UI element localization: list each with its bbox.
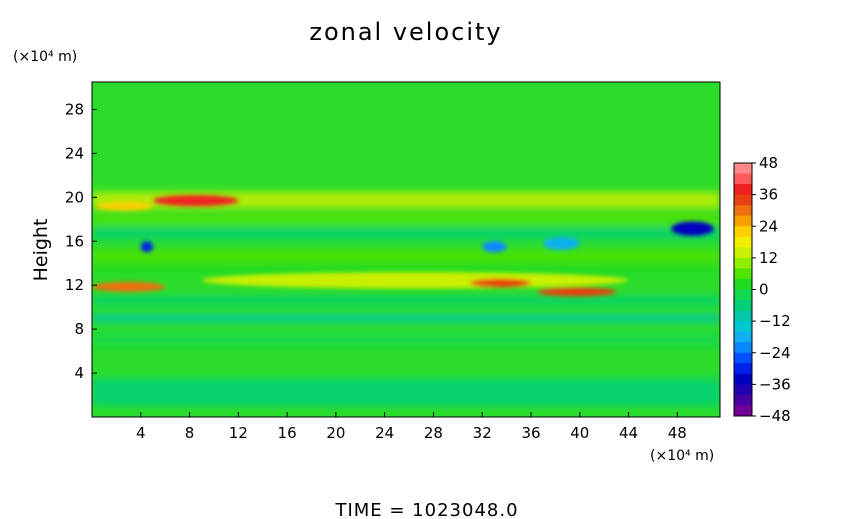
heatmap-band bbox=[92, 313, 720, 323]
colorbar-swatch bbox=[734, 247, 752, 259]
heatmap-band bbox=[92, 296, 720, 305]
colorbar-swatch bbox=[734, 331, 752, 343]
colorbar-swatch bbox=[734, 215, 752, 227]
x-tick-label: 20 bbox=[326, 424, 345, 442]
colorbar-swatch bbox=[734, 321, 752, 333]
x-tick-label: 28 bbox=[424, 424, 443, 442]
plot-frame bbox=[91, 81, 721, 418]
y-tick-label: 24 bbox=[65, 144, 84, 162]
heatmap-band bbox=[92, 263, 720, 275]
x-tick-label: 4 bbox=[136, 424, 146, 442]
heatmap-band bbox=[92, 191, 720, 209]
heatmap-band bbox=[92, 378, 720, 407]
colorbar-swatch bbox=[734, 268, 752, 280]
colorbar-swatch bbox=[734, 352, 752, 364]
colorbar-tick-label: 36 bbox=[759, 186, 778, 204]
colorbar-tick-label: −36 bbox=[759, 375, 791, 393]
y-axis: 4 8 12 16 20 24 28 bbox=[65, 100, 97, 382]
heatmap-cell bbox=[95, 201, 153, 211]
x-tick-label: 32 bbox=[473, 424, 492, 442]
x-axis: 4 8 12 16 20 24 28 32 36 40 44 48 bbox=[136, 412, 687, 442]
y-tick-label: 12 bbox=[65, 276, 84, 294]
x-tick-label: 48 bbox=[668, 424, 687, 442]
colorbar-swatch bbox=[734, 194, 752, 206]
heatmap-band bbox=[92, 250, 720, 264]
x-unit-label: (×10⁴ m) bbox=[650, 448, 714, 464]
colorbar-swatch bbox=[734, 173, 752, 185]
heatmap-background bbox=[92, 82, 720, 417]
y-tick-label: 4 bbox=[74, 364, 84, 382]
heatmap-band bbox=[92, 213, 720, 225]
x-tick-label: 8 bbox=[185, 424, 195, 442]
heatmap-band bbox=[92, 228, 720, 240]
x-tick-label: 16 bbox=[278, 424, 297, 442]
x-tick-label: 12 bbox=[229, 424, 248, 442]
colorbar-swatch bbox=[734, 363, 752, 375]
time-label: TIME = 1023048.0 bbox=[334, 500, 518, 519]
colorbar-swatch bbox=[734, 394, 752, 406]
colorbar-swatch bbox=[734, 278, 752, 290]
colorbar-swatch bbox=[734, 342, 752, 354]
chart-title: zonal velocity bbox=[309, 18, 502, 46]
y-axis-label: Height bbox=[30, 219, 52, 282]
colorbar-swatch bbox=[734, 236, 752, 248]
colorbar-swatch bbox=[734, 184, 752, 196]
x-tick-label: 44 bbox=[619, 424, 638, 442]
heatmap-cell bbox=[470, 278, 531, 288]
colorbar-swatch bbox=[734, 205, 752, 217]
y-unit-label: (×10⁴ m) bbox=[13, 49, 77, 65]
y-tick-label: 8 bbox=[74, 320, 84, 338]
heatmap-plot-area bbox=[92, 82, 720, 417]
heatmap-cell bbox=[537, 287, 617, 297]
colorbar-tick-label: −24 bbox=[759, 344, 791, 362]
colorbar-swatch bbox=[734, 405, 752, 417]
x-tick-label: 36 bbox=[521, 424, 540, 442]
colorbar-swatch bbox=[734, 163, 752, 175]
colorbar-tick-label: 24 bbox=[759, 217, 778, 235]
colorbar-tick-label: −48 bbox=[759, 407, 791, 425]
y-tick-label: 16 bbox=[65, 232, 84, 250]
y-tick-label: 28 bbox=[65, 100, 84, 118]
heatmap-cell bbox=[152, 195, 239, 207]
colorbar-tick-label: 48 bbox=[759, 154, 778, 172]
heatmap-cell bbox=[92, 281, 166, 292]
colorbar-swatch bbox=[734, 373, 752, 385]
heatmap-cell bbox=[543, 236, 580, 251]
colorbar-swatch bbox=[734, 289, 752, 301]
colorbar-swatch bbox=[734, 384, 752, 396]
colorbar: 48 36 24 12 0 −12 −24 −36 −48 bbox=[733, 154, 791, 425]
colorbar-swatch bbox=[734, 300, 752, 312]
heatmap-cell bbox=[671, 221, 714, 236]
colorbar-swatch bbox=[734, 310, 752, 322]
heatmap-cell bbox=[201, 272, 629, 289]
heatmap-band bbox=[92, 334, 720, 346]
colorbar-tick-label: 0 bbox=[759, 281, 769, 299]
heatmap-cell bbox=[140, 241, 153, 253]
x-tick-label: 24 bbox=[375, 424, 394, 442]
colorbar-tick-label: −12 bbox=[759, 312, 791, 330]
colorbar-swatch bbox=[734, 226, 752, 238]
colorbar-swatch bbox=[734, 257, 752, 269]
y-tick-label: 20 bbox=[65, 188, 84, 206]
x-tick-label: 40 bbox=[570, 424, 589, 442]
colorbar-tick-label: 12 bbox=[759, 249, 778, 267]
heatmap-cell bbox=[482, 241, 507, 253]
